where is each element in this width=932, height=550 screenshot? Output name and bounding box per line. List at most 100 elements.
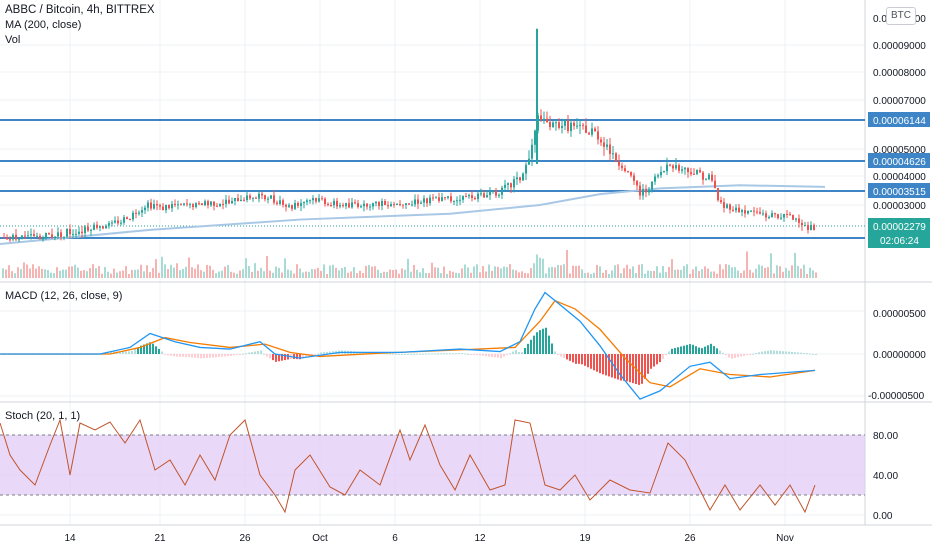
macd-histogram-bar [173, 354, 175, 357]
candle-body [696, 170, 698, 174]
volume-bar [467, 267, 469, 278]
volume-bar [11, 271, 13, 278]
macd-histogram-bar [431, 353, 433, 355]
volume-bar [104, 267, 106, 278]
macd-histogram-bar [476, 354, 478, 356]
price-tick-label: 0.00004000 [873, 172, 926, 183]
candle-body [675, 165, 677, 169]
volume-bar [569, 273, 571, 278]
candle-body [447, 196, 449, 198]
stoch-line [0, 418, 816, 514]
macd-histogram-bar [785, 351, 787, 354]
macd-histogram-bar [239, 354, 241, 355]
candle-body [153, 204, 155, 209]
currency-badge[interactable]: BTC [886, 7, 916, 25]
volume-bar [173, 267, 175, 278]
macd-histogram-bar [740, 354, 742, 357]
candle-body [714, 180, 716, 189]
macd-histogram-bar [692, 344, 694, 354]
candle-body [561, 125, 563, 128]
stoch-legend[interactable]: Stoch (20, 1, 1) [5, 410, 81, 422]
candle-body [753, 210, 755, 212]
volume-bar [86, 271, 88, 278]
volume-bar [323, 264, 325, 278]
macd-histogram-bar [611, 354, 613, 378]
candle-body [705, 179, 707, 181]
volume-bar [191, 267, 193, 278]
candle-body [120, 222, 122, 224]
volume-bar [611, 270, 613, 278]
macd-histogram-bar [419, 353, 421, 355]
volume-bar [107, 271, 109, 278]
volume-bar [452, 271, 454, 278]
candle-body [657, 175, 659, 177]
candle-body [660, 171, 662, 176]
candle-body [576, 125, 578, 127]
candle-body [420, 202, 422, 204]
volume-bar [803, 264, 805, 278]
volume-bar [665, 272, 667, 278]
volume-bar [437, 267, 439, 278]
volume-bar [68, 266, 70, 278]
macd-histogram-bar [485, 354, 487, 357]
volume-bar [638, 264, 640, 278]
volume-bar [752, 272, 754, 278]
macd-histogram-bar [776, 350, 778, 354]
candle-body [486, 195, 488, 198]
candle-body [264, 195, 266, 200]
macd-histogram-bar [560, 354, 562, 357]
macd-histogram-bar [194, 354, 196, 358]
candle-body [417, 199, 419, 204]
macd-histogram-bar [278, 354, 280, 362]
candle-body [609, 144, 611, 154]
macd-legend[interactable]: MACD (12, 26, close, 9) [5, 290, 123, 302]
volume-bar [227, 264, 229, 278]
candle-body [267, 198, 269, 200]
candle-body [795, 218, 797, 220]
candle-body [459, 199, 461, 201]
macd-histogram-bar [794, 352, 796, 354]
volume-bar [596, 264, 598, 278]
macd-histogram-bar [689, 344, 691, 354]
volume-bar [278, 267, 280, 278]
candle-body [336, 200, 338, 207]
macd-histogram-bar [401, 353, 403, 355]
macd-histogram-bar [749, 354, 751, 355]
volume-bar [755, 268, 757, 278]
candle-body [309, 200, 311, 202]
candle-body [786, 213, 788, 215]
candle-body [483, 193, 485, 198]
candle-body [708, 174, 710, 180]
volume-bar [506, 267, 508, 278]
macd-histogram-bar [578, 354, 580, 364]
volume-bar [386, 271, 388, 278]
candle-body [759, 211, 761, 214]
ma-legend[interactable]: MA (200, close) [5, 19, 82, 31]
macd-histogram-bar [731, 354, 733, 359]
candle-body [39, 235, 41, 240]
volume-bar [761, 265, 763, 278]
macd-histogram-bar [563, 354, 565, 358]
volume-bar [332, 264, 334, 278]
candle-body [366, 203, 368, 207]
macd-histogram-bar [668, 351, 670, 354]
volume-bar [149, 272, 151, 278]
candle-body [453, 200, 455, 202]
volume-bar [206, 264, 208, 278]
level-label: 0.00006144 [873, 116, 926, 127]
volume-bar [623, 268, 625, 278]
macd-histogram-bar [803, 352, 805, 354]
macd-histogram-bar [461, 353, 463, 355]
volume-bar [698, 271, 700, 278]
level-label-box [868, 112, 930, 127]
volume-bar [482, 266, 484, 278]
macd-histogram-bar [557, 354, 559, 355]
volume-bar [722, 269, 724, 278]
vol-legend[interactable]: Vol [5, 34, 21, 46]
candle-body [534, 130, 536, 145]
last-price-label: 0.00002279 [873, 222, 926, 233]
volume-bar [779, 266, 781, 278]
volume-bar [290, 270, 292, 278]
macd-histogram-bar [647, 354, 649, 374]
volume-bar [602, 272, 604, 278]
